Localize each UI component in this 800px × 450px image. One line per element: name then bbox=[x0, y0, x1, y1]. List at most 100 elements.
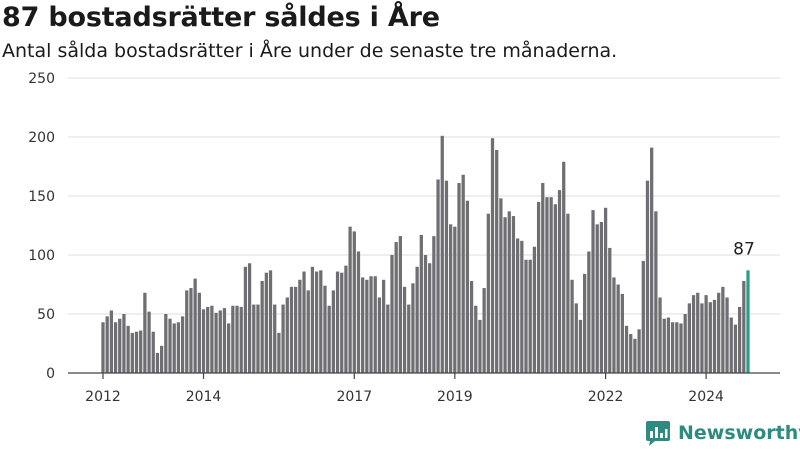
bar bbox=[227, 323, 231, 373]
x-tick-label: 2014 bbox=[186, 389, 222, 405]
bar bbox=[218, 310, 222, 373]
chart-title: 87 bostadsrätter såldes i Åre bbox=[2, 2, 440, 33]
bar bbox=[323, 285, 327, 373]
bar bbox=[185, 290, 189, 373]
bar bbox=[507, 211, 511, 373]
bar bbox=[151, 331, 155, 373]
bar bbox=[231, 305, 235, 373]
bar bbox=[511, 216, 516, 373]
bar bbox=[704, 295, 708, 373]
bar bbox=[666, 317, 671, 373]
bar bbox=[633, 338, 637, 373]
bar bbox=[402, 286, 407, 373]
bar bbox=[143, 292, 147, 373]
bar bbox=[155, 352, 160, 373]
bar bbox=[294, 286, 298, 373]
bar bbox=[645, 180, 650, 373]
bar bbox=[306, 290, 310, 373]
bar bbox=[340, 272, 344, 373]
bar bbox=[327, 305, 331, 373]
bar bbox=[164, 314, 168, 373]
bar bbox=[331, 290, 335, 373]
bar bbox=[193, 278, 197, 373]
y-axis-ticks: 0 50 100 150 200 250 bbox=[28, 71, 55, 382]
bar bbox=[126, 325, 130, 373]
bar bbox=[310, 266, 315, 373]
bar bbox=[348, 226, 352, 373]
bar bbox=[319, 270, 323, 373]
bar bbox=[495, 149, 499, 373]
bar bbox=[641, 260, 645, 373]
bar bbox=[147, 311, 151, 373]
bar bbox=[335, 271, 340, 373]
bar bbox=[247, 263, 252, 373]
bar bbox=[612, 277, 616, 373]
bar bbox=[101, 322, 105, 373]
bar bbox=[411, 283, 415, 373]
x-tick-label: 2024 bbox=[688, 389, 724, 405]
bar bbox=[608, 247, 612, 373]
bar bbox=[302, 271, 306, 373]
bar bbox=[465, 200, 470, 373]
bar bbox=[683, 314, 687, 373]
bar bbox=[289, 286, 294, 373]
bar bbox=[528, 259, 532, 373]
bar bbox=[361, 277, 365, 373]
bar bbox=[474, 305, 478, 373]
bar bbox=[461, 174, 465, 373]
bar-latest bbox=[746, 270, 750, 373]
bar bbox=[486, 213, 490, 373]
y-tick-label: 200 bbox=[28, 130, 55, 146]
bar bbox=[428, 263, 432, 373]
y-tick-label: 250 bbox=[28, 71, 55, 87]
bar bbox=[172, 323, 176, 373]
bar bbox=[214, 312, 218, 373]
bar bbox=[180, 316, 185, 373]
bar bbox=[222, 308, 227, 373]
bar bbox=[168, 318, 172, 373]
bar bbox=[670, 322, 675, 373]
bar bbox=[139, 330, 143, 373]
bar bbox=[256, 304, 260, 373]
bar bbox=[532, 246, 537, 373]
bar bbox=[419, 234, 423, 373]
bar bbox=[377, 297, 382, 373]
bar bbox=[478, 319, 482, 373]
bar bbox=[118, 318, 122, 373]
bar bbox=[273, 304, 277, 373]
bar bbox=[637, 329, 641, 373]
brand-name: Newsworthy bbox=[678, 422, 800, 444]
bar bbox=[264, 272, 268, 373]
x-tick-label: 2019 bbox=[437, 389, 473, 405]
bar bbox=[583, 273, 587, 373]
bar bbox=[624, 325, 629, 373]
bar bbox=[314, 271, 319, 373]
newsworthy-logo: Newsworthy bbox=[645, 418, 800, 448]
y-tick-label: 150 bbox=[28, 189, 55, 205]
bar bbox=[436, 179, 440, 373]
bar bbox=[369, 276, 373, 373]
bar bbox=[712, 299, 717, 373]
bar bbox=[423, 255, 428, 373]
bar bbox=[365, 279, 369, 373]
bar bbox=[206, 306, 210, 373]
bar bbox=[197, 292, 201, 373]
bar bbox=[570, 279, 574, 373]
bar bbox=[398, 236, 403, 373]
bar bbox=[448, 224, 453, 373]
bar bbox=[189, 288, 193, 373]
x-tick-label: 2017 bbox=[336, 389, 372, 405]
bar bbox=[109, 310, 114, 373]
bar bbox=[574, 303, 578, 373]
bar bbox=[122, 314, 126, 373]
bar bbox=[239, 306, 243, 373]
bar bbox=[654, 211, 658, 373]
bar bbox=[721, 286, 725, 373]
bar bbox=[599, 221, 604, 373]
bar bbox=[616, 284, 620, 373]
bar bbox=[700, 303, 704, 373]
bar bbox=[105, 316, 109, 373]
bar bbox=[549, 197, 553, 373]
bar bbox=[285, 297, 289, 373]
